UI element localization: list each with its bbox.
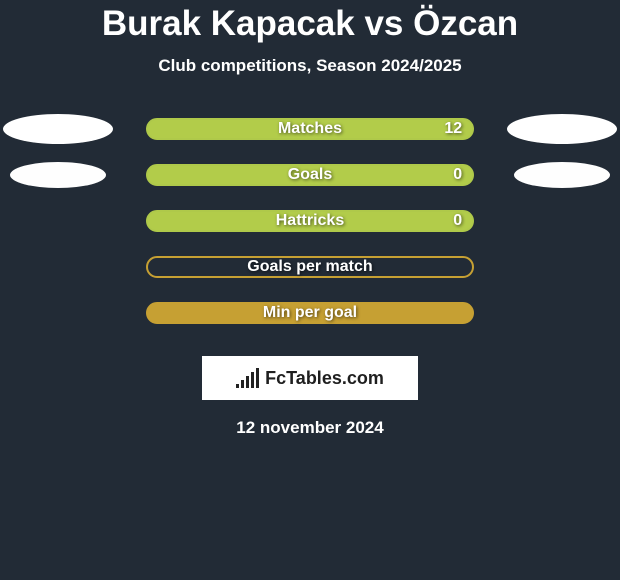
brand-text: FcTables.com — [265, 368, 384, 389]
bar-value-right: 0 — [453, 212, 462, 230]
chart-row: Min per goal — [0, 290, 620, 336]
page: Burak Kapacak vs Özcan Club competitions… — [0, 4, 620, 438]
player-right-ellipse — [507, 114, 617, 144]
bar-label: Hattricks — [148, 212, 472, 230]
page-subtitle: Club competitions, Season 2024/2025 — [0, 56, 620, 76]
bar-label: Goals per match — [148, 258, 472, 276]
right-marker — [504, 114, 620, 144]
page-title: Burak Kapacak vs Özcan — [0, 4, 620, 44]
generation-date: 12 november 2024 — [0, 418, 620, 438]
chart-row: Matches 12 — [0, 106, 620, 152]
right-marker — [504, 162, 620, 188]
bar-label: Min per goal — [148, 304, 472, 322]
stat-bar-hattricks: Hattricks 0 — [146, 210, 474, 232]
left-marker — [0, 114, 116, 144]
player-right-ellipse — [514, 162, 610, 188]
chart-row: Hattricks 0 — [0, 198, 620, 244]
bar-value-right: 0 — [453, 166, 462, 184]
player-left-ellipse — [10, 162, 106, 188]
bar-label: Matches — [148, 120, 472, 138]
stat-bar-min-per-goal: Min per goal — [146, 302, 474, 324]
stat-bar-goals: Goals 0 — [146, 164, 474, 186]
left-marker — [0, 162, 116, 188]
bar-value-right: 12 — [444, 120, 462, 138]
bar-label: Goals — [148, 166, 472, 184]
stat-bar-matches: Matches 12 — [146, 118, 474, 140]
brand-badge: FcTables.com — [202, 356, 418, 400]
chart-row: Goals 0 — [0, 152, 620, 198]
player-left-ellipse — [3, 114, 113, 144]
chart-row: Goals per match — [0, 244, 620, 290]
stat-bar-goals-per-match: Goals per match — [146, 256, 474, 278]
bar-chart-icon — [236, 368, 259, 388]
comparison-chart: Matches 12 Goals 0 Hattricks 0 — [0, 106, 620, 336]
